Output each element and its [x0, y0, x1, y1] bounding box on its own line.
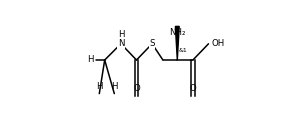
- Text: H: H: [96, 82, 102, 91]
- Text: &1: &1: [179, 48, 188, 53]
- Text: O: O: [189, 84, 196, 93]
- Polygon shape: [175, 26, 179, 60]
- Text: N: N: [118, 39, 124, 48]
- Text: H: H: [111, 82, 118, 91]
- Text: S: S: [149, 39, 155, 48]
- Text: O: O: [133, 84, 140, 93]
- Text: H: H: [118, 30, 124, 39]
- Text: H: H: [87, 55, 94, 65]
- Text: NH₂: NH₂: [169, 28, 185, 37]
- Text: OH: OH: [211, 39, 225, 48]
